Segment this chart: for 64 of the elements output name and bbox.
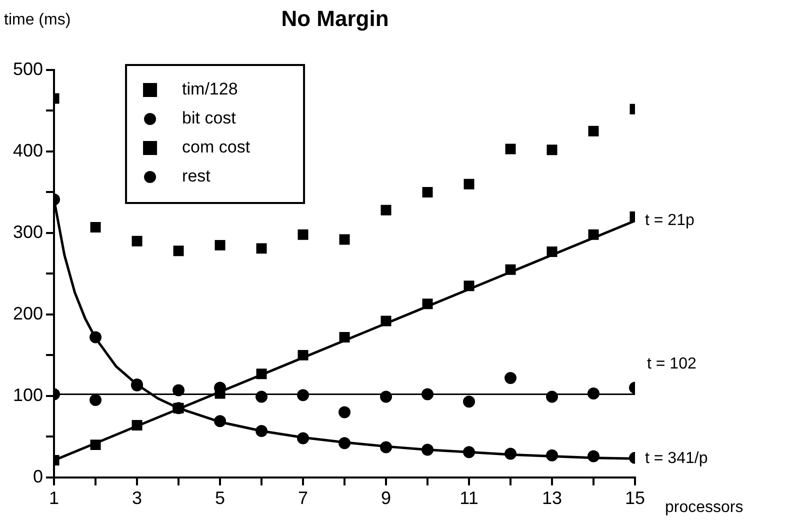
point bbox=[256, 243, 267, 254]
point bbox=[380, 316, 392, 326]
point bbox=[546, 144, 558, 156]
point bbox=[422, 444, 434, 456]
y-tick-label: 0 bbox=[33, 466, 44, 486]
y-tick-label: 300 bbox=[12, 222, 44, 242]
point bbox=[505, 144, 516, 154]
point bbox=[588, 229, 599, 240]
point bbox=[298, 229, 308, 240]
x-tick-label: 9 bbox=[381, 488, 392, 508]
legend-label: rest bbox=[182, 166, 211, 186]
point bbox=[214, 240, 226, 250]
point bbox=[90, 331, 102, 344]
point bbox=[504, 372, 517, 384]
x-tick-label: 1 bbox=[49, 488, 60, 508]
ref-line-label: t = 102 bbox=[647, 356, 696, 373]
point bbox=[546, 449, 558, 462]
x-tick-label: 15 bbox=[624, 488, 646, 508]
point bbox=[422, 298, 433, 310]
point bbox=[297, 432, 310, 444]
point bbox=[132, 420, 142, 430]
series-label: t = 341/p bbox=[645, 450, 708, 468]
point bbox=[339, 234, 350, 245]
point bbox=[256, 424, 268, 437]
point bbox=[546, 246, 558, 257]
point bbox=[588, 126, 599, 136]
point bbox=[338, 437, 351, 450]
y-tick-label: 400 bbox=[12, 140, 44, 160]
point bbox=[173, 246, 184, 256]
point bbox=[380, 204, 392, 216]
point bbox=[214, 415, 226, 428]
legend-label: com cost bbox=[182, 138, 250, 157]
y-tick-label: 100 bbox=[12, 384, 44, 405]
x-axis-title: processors bbox=[665, 498, 744, 516]
point bbox=[90, 440, 101, 450]
point bbox=[464, 280, 474, 292]
y-tick-label: 500 bbox=[12, 58, 44, 79]
point bbox=[338, 406, 351, 418]
point bbox=[339, 332, 350, 342]
x-tick-label: 13 bbox=[542, 488, 562, 508]
legend-label: bit cost bbox=[182, 108, 236, 128]
point bbox=[504, 448, 517, 460]
y-axis-title: time (ms) bbox=[4, 11, 71, 28]
chart-title: No Margin bbox=[281, 6, 389, 32]
y-tick-label: 200 bbox=[12, 303, 44, 324]
point bbox=[90, 394, 102, 406]
point bbox=[588, 450, 600, 462]
series-label: t = 21p bbox=[645, 212, 694, 230]
point bbox=[464, 178, 474, 190]
x-tick-label: 5 bbox=[215, 488, 226, 508]
point bbox=[172, 384, 185, 396]
point bbox=[463, 446, 476, 458]
x-tick-label: 3 bbox=[132, 488, 142, 508]
point bbox=[132, 236, 142, 246]
point bbox=[90, 222, 101, 232]
point bbox=[256, 368, 267, 380]
x-tick-label: 11 bbox=[460, 488, 478, 508]
x-tick-label: 7 bbox=[298, 488, 308, 508]
point bbox=[463, 396, 476, 408]
legend-label: tim/128 bbox=[182, 80, 238, 99]
point bbox=[298, 350, 308, 360]
point bbox=[505, 264, 516, 275]
point bbox=[422, 186, 433, 198]
point bbox=[380, 441, 392, 454]
